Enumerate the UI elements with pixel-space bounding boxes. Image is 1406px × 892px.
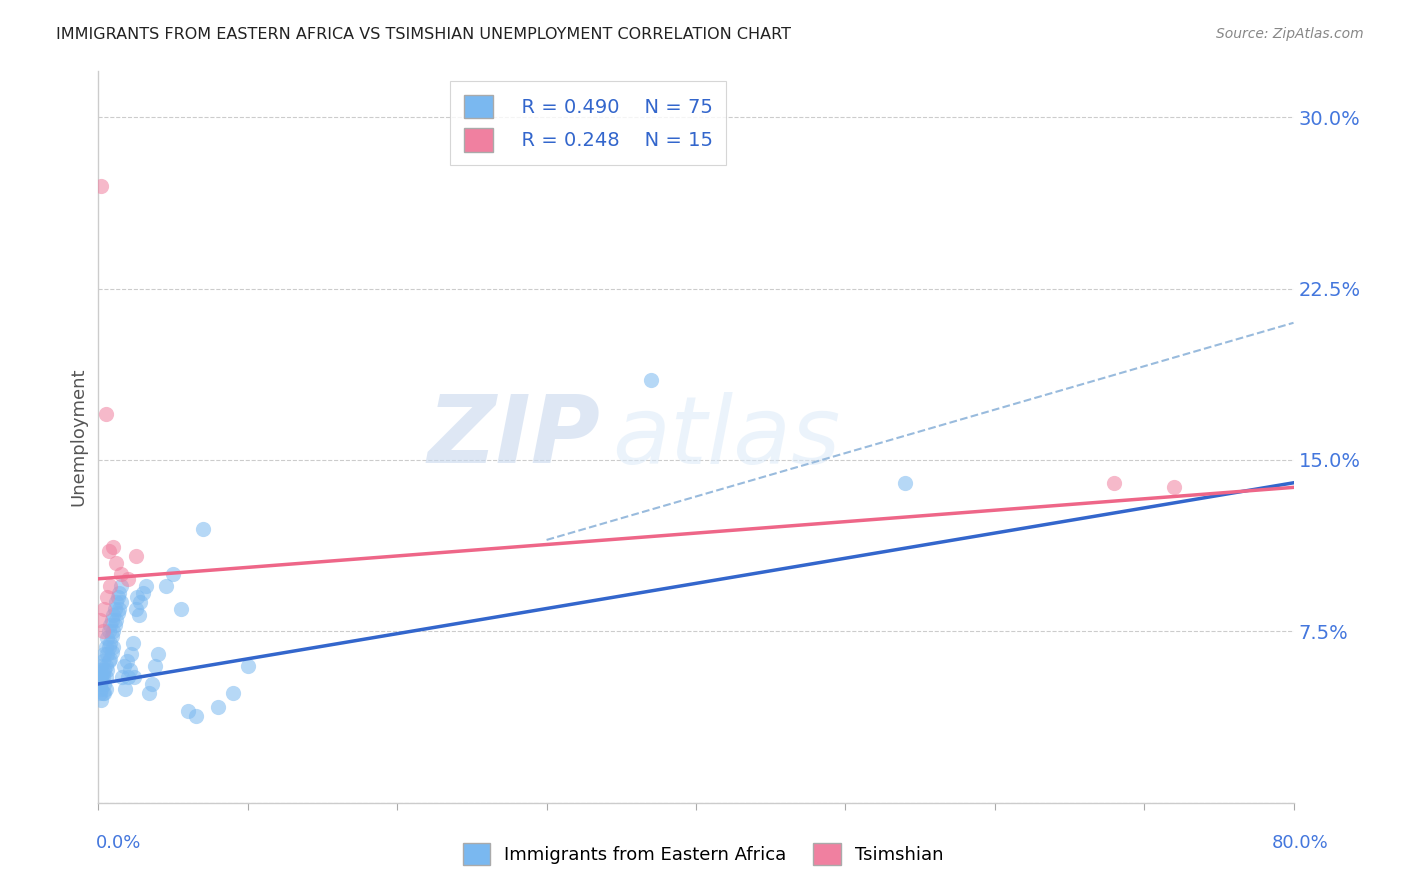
Point bbox=[90, 681, 112, 696]
Point bbox=[94, 681, 117, 696]
Point bbox=[118, 663, 141, 677]
Text: Source: ZipAtlas.com: Source: ZipAtlas.com bbox=[1216, 27, 1364, 41]
Point bbox=[138, 686, 160, 700]
Text: IMMIGRANTS FROM EASTERN AFRICA VS TSIMSHIAN UNEMPLOYMENT CORRELATION CHART: IMMIGRANTS FROM EASTERN AFRICA VS TSIMSH… bbox=[56, 27, 792, 42]
Point bbox=[114, 681, 136, 696]
Point bbox=[101, 629, 124, 643]
Point bbox=[101, 613, 124, 627]
Point bbox=[105, 556, 128, 570]
Point bbox=[94, 407, 117, 421]
Point bbox=[107, 590, 129, 604]
Point bbox=[155, 579, 177, 593]
Point bbox=[132, 585, 155, 599]
Point bbox=[97, 544, 120, 558]
Point bbox=[91, 665, 114, 680]
Point bbox=[103, 608, 125, 623]
Point bbox=[162, 567, 184, 582]
Point bbox=[96, 663, 118, 677]
Point bbox=[93, 601, 115, 615]
Point bbox=[105, 595, 128, 609]
Point bbox=[103, 540, 125, 554]
Point bbox=[129, 595, 152, 609]
Point bbox=[236, 658, 259, 673]
Point bbox=[110, 567, 132, 582]
Text: 80.0%: 80.0% bbox=[1272, 834, 1329, 852]
Point bbox=[108, 585, 131, 599]
Point bbox=[107, 606, 129, 620]
Point bbox=[90, 178, 112, 193]
Point bbox=[89, 613, 111, 627]
Point bbox=[128, 608, 150, 623]
Legend:   R = 0.490    N = 75,   R = 0.248    N = 15: R = 0.490 N = 75, R = 0.248 N = 15 bbox=[450, 81, 727, 166]
Point bbox=[894, 475, 917, 490]
Point bbox=[222, 686, 245, 700]
Point bbox=[135, 579, 157, 593]
Point bbox=[89, 677, 111, 691]
Point bbox=[90, 693, 112, 707]
Point bbox=[96, 632, 118, 646]
Point bbox=[89, 663, 111, 677]
Point bbox=[93, 686, 115, 700]
Point bbox=[101, 645, 124, 659]
Point bbox=[115, 654, 138, 668]
Point bbox=[117, 670, 139, 684]
Point bbox=[96, 590, 118, 604]
Point bbox=[125, 549, 148, 563]
Point bbox=[105, 613, 128, 627]
Point bbox=[91, 654, 114, 668]
Point bbox=[98, 617, 122, 632]
Point bbox=[125, 601, 148, 615]
Point bbox=[184, 709, 207, 723]
Point bbox=[110, 595, 132, 609]
Point bbox=[98, 636, 122, 650]
Point bbox=[98, 652, 122, 666]
Point bbox=[191, 521, 214, 535]
Point bbox=[90, 658, 112, 673]
Point bbox=[91, 670, 114, 684]
Point bbox=[93, 663, 115, 677]
Point bbox=[112, 658, 135, 673]
Point bbox=[97, 624, 120, 639]
Point bbox=[207, 699, 229, 714]
Y-axis label: Unemployment: Unemployment bbox=[69, 368, 87, 507]
Point bbox=[89, 686, 111, 700]
Point bbox=[103, 640, 125, 655]
Point bbox=[143, 658, 166, 673]
Point bbox=[148, 647, 170, 661]
Point bbox=[90, 670, 112, 684]
Point bbox=[93, 677, 115, 691]
Point bbox=[108, 601, 131, 615]
Point bbox=[1163, 480, 1185, 494]
Point bbox=[91, 686, 114, 700]
Point bbox=[91, 624, 114, 639]
Point bbox=[98, 579, 122, 593]
Point bbox=[117, 572, 139, 586]
Point bbox=[94, 670, 117, 684]
Point bbox=[121, 636, 143, 650]
Point bbox=[169, 601, 191, 615]
Point bbox=[97, 640, 120, 655]
Point bbox=[94, 658, 117, 673]
Text: 0.0%: 0.0% bbox=[96, 834, 141, 852]
Legend: Immigrants from Eastern Africa, Tsimshian: Immigrants from Eastern Africa, Tsimshia… bbox=[454, 834, 952, 874]
Point bbox=[90, 674, 112, 689]
Point bbox=[111, 670, 134, 684]
Point bbox=[127, 590, 149, 604]
Point bbox=[96, 647, 118, 661]
Point bbox=[104, 601, 127, 615]
Point bbox=[1104, 475, 1126, 490]
Text: atlas: atlas bbox=[613, 392, 841, 483]
Point bbox=[110, 579, 132, 593]
Point bbox=[640, 373, 662, 387]
Point bbox=[141, 677, 163, 691]
Point bbox=[93, 647, 115, 661]
Point bbox=[120, 647, 142, 661]
Point bbox=[177, 705, 200, 719]
Text: ZIP: ZIP bbox=[427, 391, 600, 483]
Point bbox=[97, 654, 120, 668]
Point bbox=[104, 617, 127, 632]
Point bbox=[124, 670, 146, 684]
Point bbox=[94, 640, 117, 655]
Point bbox=[103, 624, 125, 639]
